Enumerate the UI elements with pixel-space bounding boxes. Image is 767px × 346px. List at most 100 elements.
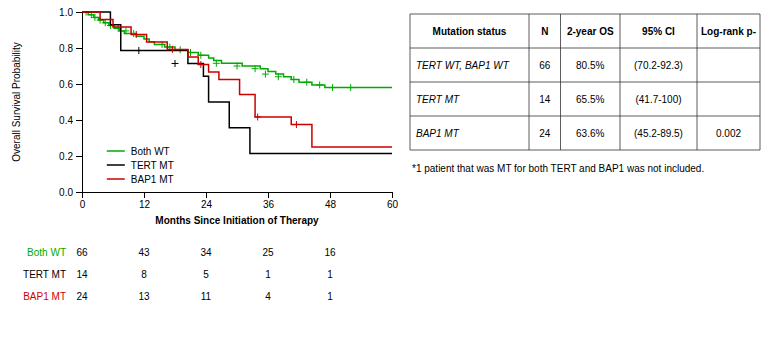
table-border	[760, 14, 761, 150]
x-tick-label: 48	[325, 199, 337, 210]
censor-mark	[329, 84, 336, 91]
legend-label: Both WT	[131, 146, 170, 157]
y-tick-label: 0.4	[59, 115, 73, 126]
at-risk-count: 34	[200, 247, 212, 258]
x-tick: 24	[201, 192, 213, 210]
legend-swatch	[107, 178, 125, 180]
at-risk-count: 1	[327, 269, 333, 280]
y-tick-mark	[76, 84, 82, 85]
censor-mark	[347, 84, 354, 91]
at-risk-count: 43	[138, 247, 150, 258]
censor-mark	[197, 61, 204, 68]
y-axis: 0.00.20.40.60.81.0	[59, 7, 82, 198]
x-tick-mark	[330, 192, 331, 198]
at-risk-count: 13	[138, 291, 150, 302]
plot-area	[82, 11, 392, 153]
table-cell: 0.002	[716, 128, 741, 139]
table-border	[529, 14, 530, 150]
y-tick: 0.4	[59, 115, 82, 126]
table-border	[410, 82, 760, 83]
x-axis-line	[83, 193, 393, 199]
x-axis-title: Months Since Initiation of Therapy	[155, 215, 319, 226]
table-cell: 80.5%	[576, 60, 604, 71]
censor-mark	[172, 60, 179, 67]
at-risk-count: 5	[203, 269, 209, 280]
at-risk-count: 24	[76, 291, 88, 302]
table-border	[410, 48, 760, 49]
at-risk-count: 4	[265, 291, 271, 302]
censor-mark	[252, 65, 259, 72]
table-border	[410, 150, 760, 151]
censor-mark	[303, 79, 310, 86]
table-border	[560, 14, 561, 150]
table-cell: TERT WT, BAP1 WT	[416, 60, 510, 71]
at-risk-count: 1	[265, 269, 271, 280]
censor-mark	[290, 76, 297, 83]
censor-mark	[234, 63, 241, 70]
y-tick-mark	[76, 12, 82, 13]
x-tick: 12	[139, 192, 151, 210]
at-risk-count: 16	[324, 247, 336, 258]
table-border	[697, 14, 698, 150]
censor-mark	[213, 60, 220, 67]
x-tick-mark	[206, 192, 207, 198]
legend-swatch	[107, 150, 125, 152]
table-header: 2-year OS	[567, 26, 614, 37]
censor-mark	[122, 27, 129, 34]
x-tick: 60	[387, 192, 399, 210]
y-tick: 1.0	[59, 7, 82, 18]
censor-mark	[275, 73, 282, 80]
table-header: N	[541, 26, 548, 37]
at-risk-count: 14	[76, 269, 88, 280]
at-risk-table: Both WT6643342516TERT MT148511BAP1 MT241…	[23, 247, 336, 302]
table-cell: 63.6%	[576, 128, 604, 139]
x-tick-mark	[268, 192, 269, 198]
at-risk-count: 11	[201, 291, 212, 302]
legend-label: BAP1 MT	[131, 174, 174, 185]
censor-mark	[169, 46, 176, 53]
y-tick: 0.0	[59, 187, 82, 198]
x-tick-label: 24	[201, 199, 213, 210]
x-tick-label: 0	[80, 199, 86, 210]
table-cell: 24	[539, 128, 551, 139]
x-axis: 0 12 24 36 48 60	[80, 192, 399, 210]
y-axis-line	[76, 13, 83, 193]
at-risk-count: 8	[141, 269, 147, 280]
table-cell: (70.2-92.3)	[634, 60, 683, 71]
footnote: *1 patient that was MT for both TERT and…	[412, 163, 704, 174]
table-cell: (41.7-100)	[635, 94, 681, 105]
table-cell: 14	[539, 94, 551, 105]
at-risk-count: 25	[262, 247, 274, 258]
x-tick-label: 60	[387, 199, 399, 210]
at-risk-row-label: BAP1 MT	[23, 291, 66, 302]
y-axis-title: Overall Survival Probability	[11, 42, 22, 162]
at-risk-row-label: TERT MT	[23, 269, 66, 280]
x-tick: 36	[263, 192, 275, 210]
censor-mark	[316, 81, 323, 88]
censor-mark	[135, 47, 142, 54]
censor-mark	[293, 121, 300, 128]
table-border	[410, 14, 760, 15]
table-cell: TERT MT	[416, 94, 460, 105]
y-tick-label: 0.8	[59, 43, 73, 54]
y-tick-label: 1.0	[59, 7, 73, 18]
legend: Both WTTERT MTBAP1 MT	[107, 146, 174, 185]
table-cell: 66	[539, 60, 551, 71]
chart: 012243648600.00.20.40.60.81.0Months Sinc…	[0, 0, 767, 346]
y-tick-label: 0.0	[59, 187, 73, 198]
at-risk-count: 66	[76, 247, 88, 258]
table-border	[620, 14, 621, 150]
table-cell: (45.2-89.5)	[634, 128, 683, 139]
table-border	[410, 116, 760, 117]
censor-mark	[262, 71, 269, 78]
censor-mark	[254, 113, 261, 120]
table-cell: 65.5%	[576, 94, 604, 105]
x-tick: 0	[80, 192, 86, 210]
table-header: Log-rank p-	[701, 26, 756, 37]
table-header: 95% CI	[642, 26, 675, 37]
y-tick-mark	[76, 156, 82, 157]
table-header: Mutation status	[433, 26, 507, 37]
censor-mark	[133, 31, 140, 38]
legend-swatch	[107, 164, 125, 166]
y-tick-label: 0.6	[59, 79, 73, 90]
